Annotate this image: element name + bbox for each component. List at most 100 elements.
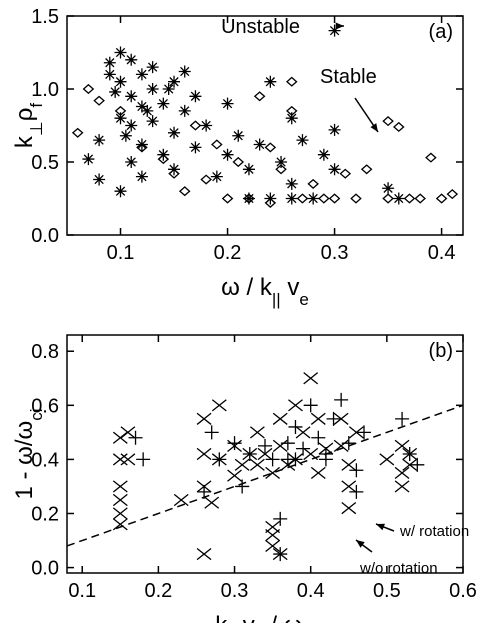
data-point <box>197 484 212 499</box>
data-point <box>112 518 128 531</box>
data-point <box>82 153 95 166</box>
data-point <box>265 539 281 553</box>
data-point <box>265 466 281 480</box>
data-point <box>93 95 105 106</box>
data-point <box>125 156 138 168</box>
y-tick-label: 0.6 <box>31 395 59 417</box>
data-point <box>341 458 357 471</box>
data-point <box>403 193 416 204</box>
data-point <box>303 398 318 413</box>
data-point <box>257 447 273 461</box>
arrow-head <box>356 540 365 548</box>
data-point <box>162 83 175 95</box>
x-axis-title-part: ω / k <box>221 274 273 301</box>
data-point <box>379 453 395 466</box>
data-point <box>328 163 341 176</box>
data-point <box>392 121 405 133</box>
annotation: Unstable <box>221 16 300 38</box>
data-point <box>333 439 349 452</box>
panel-label: (b) <box>429 340 453 362</box>
data-point <box>249 458 265 471</box>
y-axis-title-part: k <box>11 135 38 148</box>
data-point <box>242 447 257 461</box>
data-point <box>196 447 212 461</box>
x-axis-title-part: v <box>236 612 255 623</box>
data-point <box>273 511 288 526</box>
data-point <box>109 85 122 98</box>
data-point <box>157 154 170 165</box>
data-point <box>157 97 170 110</box>
panel-label: (a) <box>429 21 453 43</box>
data-point <box>242 163 255 176</box>
x-tick-label: 0.4 <box>297 580 325 602</box>
data-point <box>125 90 138 103</box>
data-point <box>295 426 311 439</box>
data-point <box>341 436 356 451</box>
data-point <box>349 484 364 499</box>
data-point <box>285 76 298 87</box>
data-point <box>311 430 326 445</box>
data-point <box>349 463 364 478</box>
data-point <box>296 193 309 204</box>
data-point <box>243 193 255 204</box>
data-point <box>350 193 362 204</box>
x-tick-label: 0.2 <box>214 242 242 264</box>
data-point <box>446 189 459 200</box>
data-point <box>114 105 127 116</box>
data-point <box>339 168 352 179</box>
data-point <box>382 182 395 195</box>
data-point <box>435 193 448 204</box>
data-point <box>168 126 181 139</box>
data-point <box>168 168 180 179</box>
x-tick-label: 0.6 <box>449 580 477 602</box>
data-point <box>114 75 127 88</box>
data-point <box>242 192 255 205</box>
data-point <box>93 173 106 186</box>
data-point <box>103 68 116 81</box>
data-point <box>317 148 330 161</box>
arrow-head <box>370 123 378 132</box>
data-point <box>146 115 159 128</box>
x-axis-title-part: e <box>299 290 308 309</box>
data-point <box>402 458 418 471</box>
y-axis-title-part: f <box>27 103 46 108</box>
data-point <box>303 447 319 461</box>
data-point <box>303 372 319 385</box>
data-point <box>221 97 234 110</box>
data-point <box>168 75 181 88</box>
data-point <box>382 116 394 127</box>
y-tick-label: 0.4 <box>31 449 59 471</box>
panel: 0.1 0.2 0.3 0.4 0.5 0.6 0.0 0.2 0.4 0.6 0.8 k|| v||… <box>11 334 477 628</box>
data-point <box>173 493 189 507</box>
x-axis-title-part: / ω <box>264 612 303 623</box>
data-point <box>334 392 349 407</box>
x-axis-title: k|| v|| / ωci <box>215 612 314 623</box>
data-point <box>318 452 333 467</box>
x-tick-label: 0.1 <box>107 242 135 264</box>
data-point <box>258 438 272 453</box>
x-axis-title-part: v <box>281 274 300 301</box>
data-point <box>394 466 410 480</box>
data-point <box>341 480 357 493</box>
data-point <box>402 447 417 461</box>
y-tick-label: 1.5 <box>31 6 59 28</box>
data-point <box>119 129 132 142</box>
data-point <box>204 425 219 440</box>
data-point <box>135 138 148 151</box>
data-point <box>296 441 311 456</box>
data-point <box>135 170 148 183</box>
data-point <box>196 412 212 425</box>
data-point <box>249 426 265 439</box>
data-point <box>394 439 410 452</box>
data-point <box>264 197 277 208</box>
data-point <box>221 148 234 161</box>
data-point <box>264 142 277 153</box>
y-tick-label: 0.5 <box>31 152 59 174</box>
data-point <box>114 46 127 59</box>
data-point <box>200 119 213 132</box>
data-point <box>357 425 371 440</box>
data-point <box>136 142 148 153</box>
data-point <box>348 426 364 439</box>
data-point <box>394 480 410 493</box>
